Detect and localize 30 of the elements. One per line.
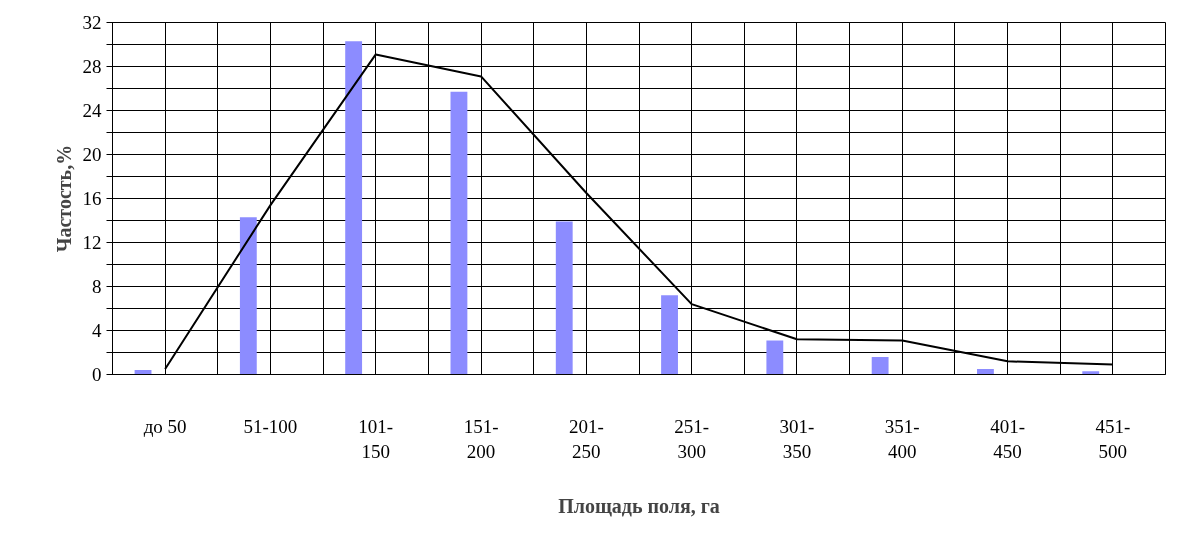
x-tick-label: 201-250 [568,415,604,462]
bar [345,41,363,375]
y-tick-label: 24 [82,100,102,121]
bar [871,356,889,375]
y-tick-label: 32 [82,12,102,33]
y-tick-label: 20 [82,144,102,165]
x-axis-title: Площадь поля, га [558,494,720,517]
y-tick-label: 12 [82,232,102,253]
bar [1082,371,1100,375]
x-tick-label: 101-150 [358,415,394,462]
x-tick-label: 401-450 [990,415,1025,462]
x-tick-label: 351-400 [884,415,920,462]
y-axis-title: Частость,% [52,144,75,253]
bar [450,91,468,375]
y-tick-label: 28 [82,56,102,77]
bar [766,340,784,375]
bar [661,295,678,375]
x-tick-label: 151-200 [463,415,499,462]
bar [555,221,573,375]
x-tick-label: 251-300 [674,415,710,462]
bar [977,369,994,375]
x-tick-label: до 50 [143,415,187,437]
x-tick-label: 301-350 [779,415,815,462]
y-tick-label: 4 [92,320,102,341]
y-tick-label: 16 [82,188,102,209]
y-tick-label: 0 [92,364,102,385]
x-tick-label: 51-100 [243,415,298,437]
bar [239,217,257,375]
y-tick-label: 8 [92,276,102,297]
x-tick-label: 451-500 [1095,415,1131,462]
